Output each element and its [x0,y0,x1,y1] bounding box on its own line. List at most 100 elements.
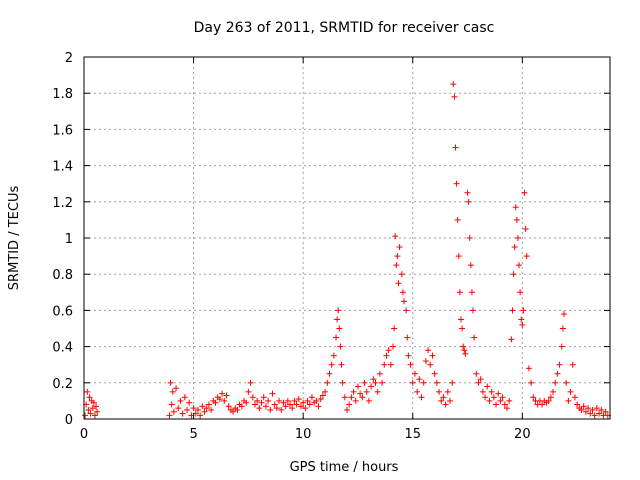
data-point [473,370,480,377]
data-point [230,408,237,415]
data-point [404,334,411,341]
data-point [273,405,280,412]
grid-lines [84,57,610,419]
y-tick-label: 1.6 [52,123,73,138]
data-point [567,388,574,395]
data-point [464,189,471,196]
data-point [582,408,589,415]
data-point [391,325,398,332]
data-point [482,394,489,401]
data-point [396,244,403,251]
data-point [598,406,605,413]
data-point [468,289,475,296]
data-point [519,321,526,328]
data-point [341,394,348,401]
data-point [484,383,491,390]
data-point [243,399,250,406]
chart-title: Day 263 of 2011, SRMTID for receiver cas… [194,20,495,36]
data-point [225,403,232,410]
data-point [271,401,278,408]
data-point [398,271,405,278]
y-tick-label: 0.4 [52,341,73,356]
data-point [365,397,372,404]
data-point [523,253,530,260]
data-point [256,405,263,412]
data-point [565,397,572,404]
data-point [455,253,462,260]
data-point [219,390,226,397]
data-point [90,399,97,406]
data-point [170,408,177,415]
data-point [450,81,457,88]
x-tick-label: 15 [404,427,421,442]
data-point [293,401,300,408]
data-point [357,390,364,397]
data-point [197,412,204,419]
data-point [490,394,497,401]
data-point [335,307,342,314]
data-point [317,396,324,403]
data-point [249,394,256,401]
data-point [442,401,449,408]
data-point [234,406,241,413]
data-point [587,410,594,417]
y-axis-label: SRMTID / TECUs [7,186,22,291]
data-point [520,307,527,314]
data-point [315,403,322,410]
data-point [499,394,506,401]
data-point [440,394,447,401]
data-point [403,307,410,314]
data-point [322,388,329,395]
data-point [295,396,302,403]
data-point [262,403,269,410]
data-point [359,394,366,401]
data-point [336,325,343,332]
data-point [190,405,197,412]
data-point [387,361,394,368]
data-point [350,388,357,395]
data-point [516,262,523,269]
data-point [346,401,353,408]
data-point [167,379,174,386]
data-point [265,397,272,404]
data-point [385,347,392,354]
data-point [459,325,466,332]
x-tick-labels: 0 5 10 15 20 [80,427,531,442]
data-point [477,376,484,383]
data-point [554,370,561,377]
data-point [194,406,201,413]
data-point [400,298,407,305]
data-point [169,388,176,395]
data-point [186,399,193,406]
data-point [521,189,528,196]
y-tick-label: 1.4 [52,160,73,175]
data-point [427,361,434,368]
data-point [449,379,456,386]
y-tick-label: 0.8 [52,268,73,283]
data-point [393,262,400,269]
y-tick-labels: 0 0.2 0.4 0.6 0.8 1 1.2 1.4 1.6 1.8 2 [52,51,73,428]
data-point [300,399,307,406]
data-point [550,388,557,395]
data-point [328,361,335,368]
data-point [392,233,399,240]
data-point [308,394,315,401]
data-point [201,408,208,415]
data-point [416,376,423,383]
data-point [297,403,304,410]
data-point [451,93,458,100]
data-point [454,216,461,223]
x-tick-label: 10 [295,427,312,442]
data-point [457,316,464,323]
data-point [304,397,311,404]
data-point [276,397,283,404]
data-point [284,397,291,404]
data-point [436,388,443,395]
data-point [333,334,340,341]
data-point [407,361,414,368]
data-point [511,244,518,251]
y-tick-label: 0.2 [52,377,73,392]
data-point [89,405,96,412]
data-point [425,347,432,354]
